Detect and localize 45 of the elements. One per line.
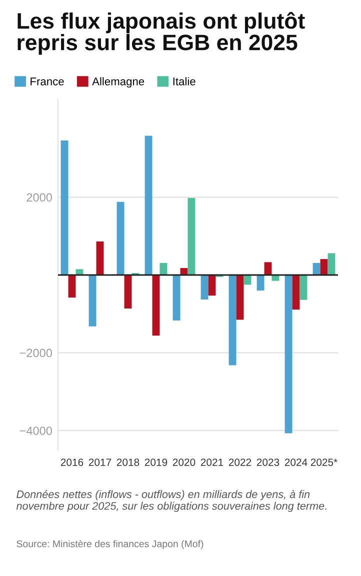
- text: Données nettes (inflows - outflows) en milliards de yens, à fin novembre pour 2025, sur les obligations souveraines long terme.: [16, 490, 326, 512]
- x-tick-label: 2016: [60, 458, 84, 466]
- bar: [292, 275, 300, 310]
- x-tick-label: 2021: [200, 458, 224, 466]
- bar: [172, 275, 180, 320]
- bar: [312, 262, 320, 275]
- bar: [116, 202, 124, 275]
- legend-label: France: [30, 78, 64, 86]
- x-tick-label: 2020: [172, 458, 196, 466]
- legend-label: Allemagne: [92, 77, 144, 88]
- bar: [208, 275, 216, 296]
- bar: [228, 275, 236, 366]
- bar: [200, 275, 208, 300]
- x-tick-label: 2023: [256, 458, 280, 466]
- x-tick-label: 2022: [228, 458, 252, 466]
- y-tick-label: −4000: [20, 426, 52, 435]
- legend-label: Italie: [173, 77, 196, 86]
- bar: [320, 259, 328, 275]
- bar: [152, 275, 160, 336]
- bar: [272, 275, 280, 281]
- y-tick-label: −2000: [20, 348, 52, 358]
- x-tick-label: 2018: [116, 458, 140, 466]
- bar: [144, 136, 152, 275]
- bar: [264, 262, 272, 275]
- x-tick-label: 2019: [144, 458, 168, 466]
- bar: [60, 140, 68, 275]
- bar: [96, 242, 104, 275]
- bar: [300, 275, 308, 300]
- bar: [160, 262, 168, 275]
- chart-title: Les flux japonais ont plutôt repris sur les EGB en 2025: [18, 12, 305, 55]
- bar: [256, 275, 264, 291]
- y-tick-label: 2000: [26, 193, 52, 202]
- source-note: Source: Ministère des finances Japon (Mof): [16, 540, 204, 550]
- bar: [284, 275, 292, 434]
- bar: [244, 275, 252, 285]
- x-tick-label: 2025*: [310, 458, 338, 466]
- x-tick-label: 2017: [88, 458, 112, 466]
- bar: [328, 253, 336, 275]
- bar: [76, 269, 84, 275]
- x-tick-label: 2024: [284, 458, 308, 466]
- bar: [88, 275, 96, 326]
- bar: [188, 198, 196, 275]
- bar: [68, 275, 76, 298]
- bar: [124, 275, 132, 308]
- bar: [236, 275, 244, 320]
